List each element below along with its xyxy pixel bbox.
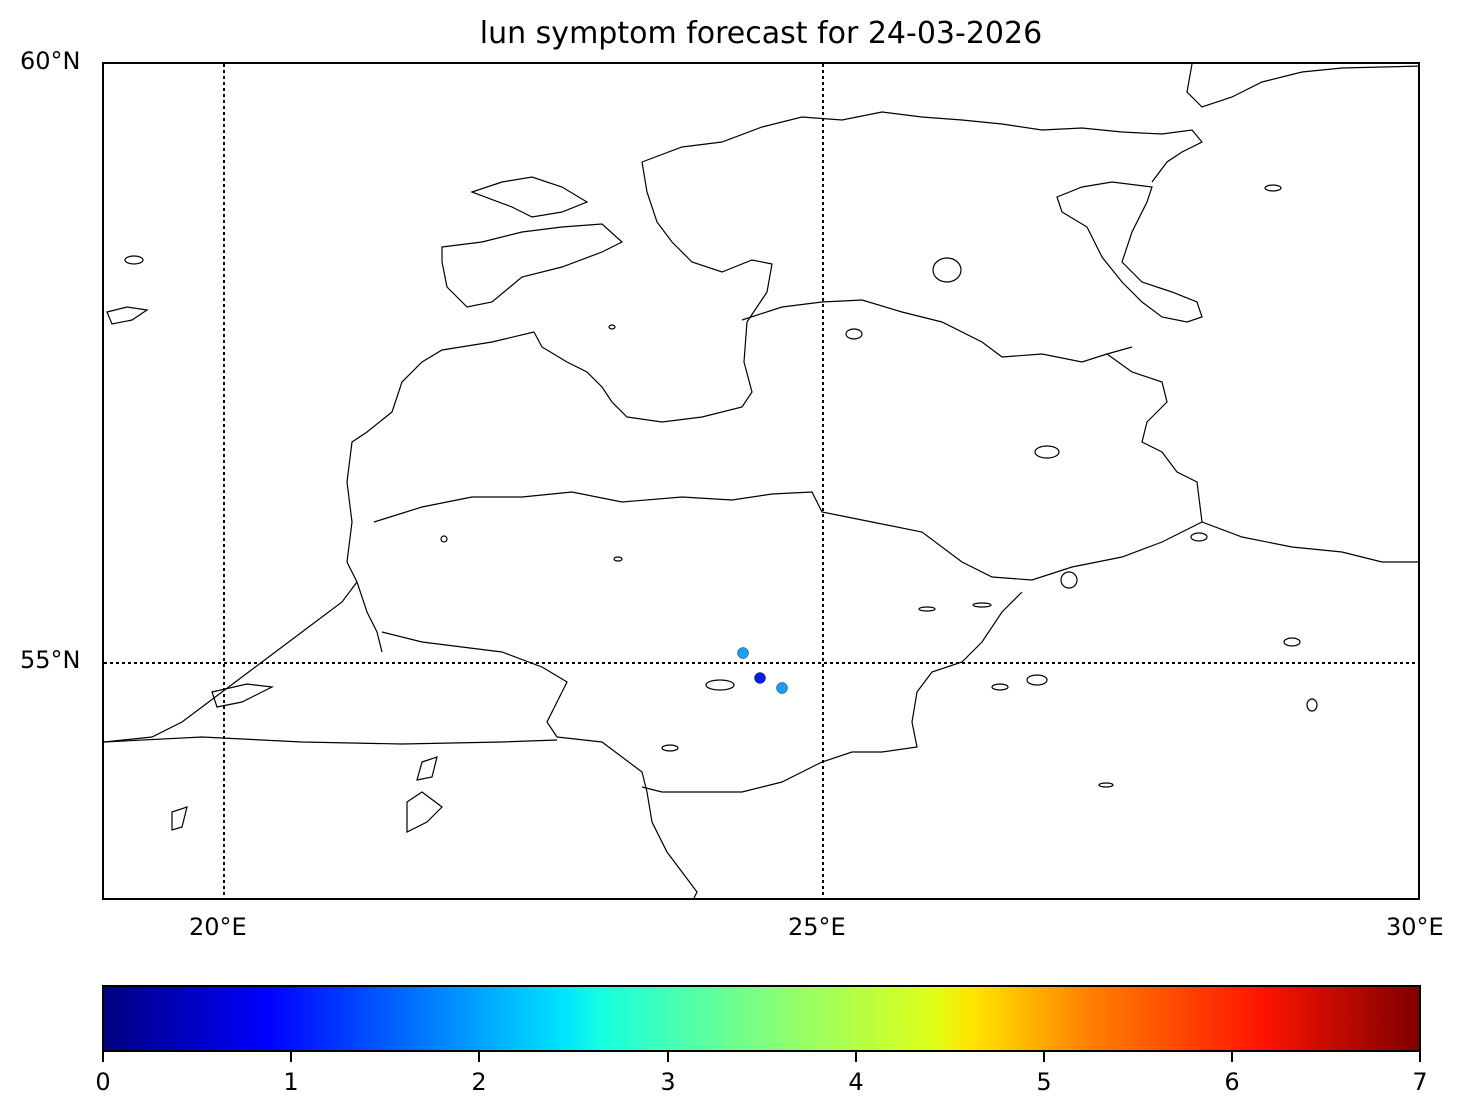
colorbar-tick <box>478 1052 480 1062</box>
colorbar-label: 2 <box>471 1068 487 1096</box>
colorbar-label: 7 <box>1412 1068 1428 1096</box>
colorbar-tick <box>667 1052 669 1062</box>
lat-tick-label-60n: 60°N <box>20 47 81 75</box>
coastline-map <box>104 64 1418 898</box>
data-point <box>754 672 766 684</box>
lon-tick-label-25e: 25°E <box>788 913 846 941</box>
colorbar <box>102 985 1421 1052</box>
map-area <box>102 62 1420 900</box>
data-point <box>776 682 788 694</box>
colorbar-label: 0 <box>95 1068 111 1096</box>
chart-title: lun symptom forecast for 24-03-2026 <box>479 16 1043 51</box>
colorbar-label: 4 <box>848 1068 864 1096</box>
lat-tick-label-55n: 55°N <box>20 646 81 674</box>
colorbar-tick <box>855 1052 857 1062</box>
colorbar-label: 6 <box>1224 1068 1240 1096</box>
colorbar-tick <box>1231 1052 1233 1062</box>
colorbar-tick <box>1419 1052 1421 1062</box>
colorbar-tick <box>102 1052 104 1062</box>
lon-tick-label-20e: 20°E <box>189 913 247 941</box>
colorbar-tick <box>1043 1052 1045 1062</box>
lon-tick-label-30e: 30°E <box>1386 913 1444 941</box>
colorbar-label: 3 <box>660 1068 676 1096</box>
colorbar-label: 1 <box>283 1068 299 1096</box>
data-point <box>737 647 749 659</box>
colorbar-tick <box>290 1052 292 1062</box>
colorbar-label: 5 <box>1036 1068 1052 1096</box>
